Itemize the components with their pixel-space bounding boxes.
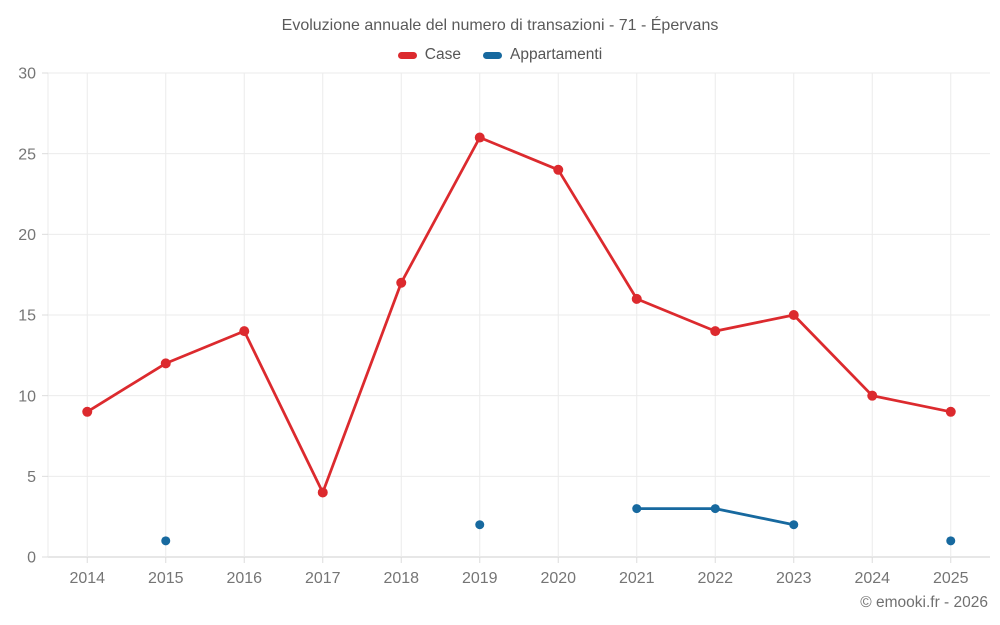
y-axis-label-20: 20 [18,227,36,244]
x-axis-label-2016: 2016 [226,570,262,587]
credit-link[interactable]: © emooki.fr - 2026 [860,594,988,611]
x-axis-label-2024: 2024 [854,570,890,587]
y-axis-label-10: 10 [18,388,36,405]
data-point-case-2022[interactable] [710,326,721,337]
x-axis-label-2017: 2017 [305,570,341,587]
chart-legend: Case Appartamenti [0,46,1000,64]
data-point-case-2018[interactable] [396,277,407,288]
x-axis-label-2018: 2018 [383,570,419,587]
legend-label-appartamenti: Appartamenti [509,46,603,63]
series-line-case [85,136,953,494]
x-axis-label-2015: 2015 [148,570,184,587]
legend-label-case: Case [424,46,461,63]
y-axis-label-15: 15 [18,308,36,325]
data-point-case-2014[interactable] [82,406,93,417]
legend-swatch-appartamenti-icon [482,51,502,59]
y-axis-label-5: 5 [27,469,36,486]
x-axis-label-2020: 2020 [540,570,576,587]
data-point-case-2023[interactable] [788,310,799,320]
legend-swatch-case-icon [397,51,417,59]
y-axis-label-0: 0 [27,550,36,567]
data-point-appartamenti-2021[interactable] [632,504,642,514]
x-axis-label-2014: 2014 [69,570,105,587]
y-axis-label-30: 30 [18,66,36,83]
data-point-appartamenti-2019[interactable] [475,520,485,530]
data-point-case-2019[interactable] [474,132,485,143]
y-axis-label-25: 25 [18,146,36,163]
x-axis-label-2023: 2023 [776,570,812,587]
data-point-case-2015[interactable] [160,358,171,369]
legend-item-appartamenti[interactable]: Appartamenti [482,46,603,64]
data-point-case-2025[interactable] [945,406,956,417]
legend-item-case[interactable]: Case [397,46,461,64]
data-point-appartamenti-2023[interactable] [789,520,799,530]
chart-title: Evoluzione annuale del numero di transaz… [281,17,719,34]
x-axis-label-2019: 2019 [462,570,498,587]
data-point-case-2020[interactable] [553,164,564,175]
x-axis-label-2021: 2021 [619,570,655,587]
data-point-appartamenti-2025[interactable] [946,536,956,546]
data-point-case-2016[interactable] [239,326,250,337]
x-axis-label-2022: 2022 [697,570,733,587]
data-point-appartamenti-2022[interactable] [710,504,720,514]
x-axis-label-2025: 2025 [933,570,969,587]
data-point-case-2024[interactable] [867,390,878,401]
data-point-case-2017[interactable] [317,487,328,498]
data-point-case-2021[interactable] [631,293,642,304]
data-point-appartamenti-2015[interactable] [161,536,171,546]
